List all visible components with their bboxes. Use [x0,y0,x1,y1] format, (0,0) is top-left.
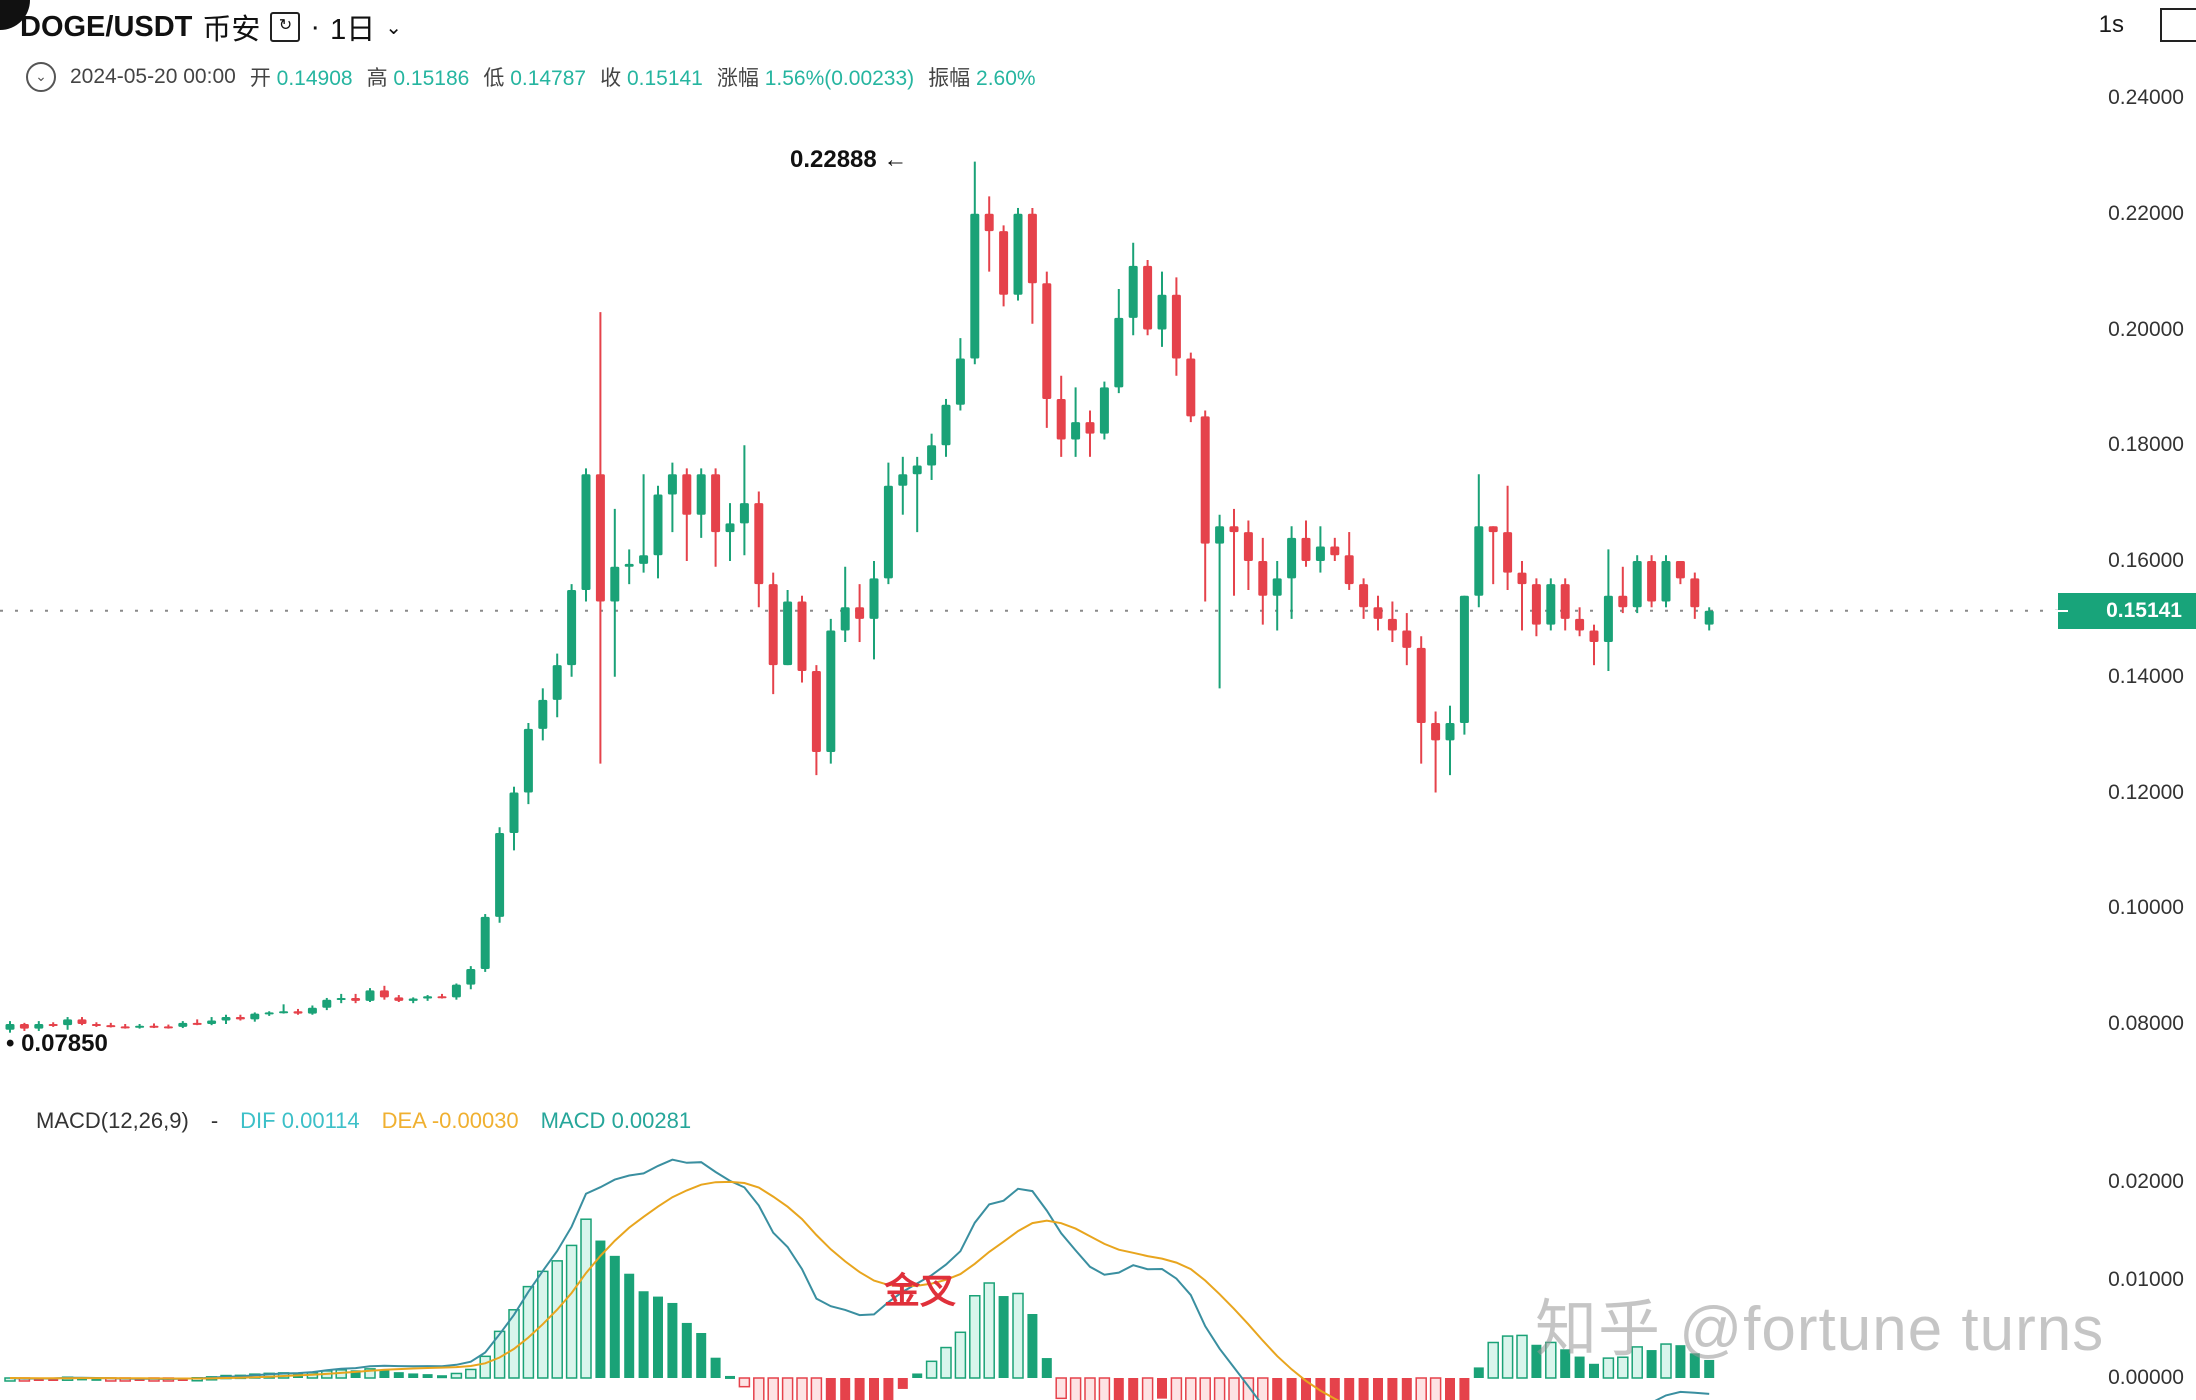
dea-label: DEA [381,1108,426,1133]
high-price-marker: 0.22888 ← [790,146,908,173]
price-axis-tick: 0.22000 [2108,201,2184,225]
change-value: 1.56%(0.00233) [764,67,915,90]
chart-header: DOGE/USDT 币安 ↻ · 1日 ⌄ [20,6,402,48]
open-value: 0.14908 [276,67,353,90]
price-axis-tick: 0.16000 [2108,549,2184,572]
fullscreen-icon[interactable] [2160,8,2196,42]
timeframe-button[interactable]: 1s [2098,11,2124,38]
price-axis-tick: 0.20000 [2108,317,2184,341]
macd-value: 0.00281 [611,1108,692,1133]
ohlc-info-bar: ⌄ 2024-05-20 00:00 开 0.14908 高 0.15186 低… [26,62,1036,92]
chart-type-icon[interactable]: ↻ [270,12,301,42]
collapse-icon[interactable]: ⌄ [26,62,56,92]
dif-value: 0.00114 [281,1108,360,1133]
watermark: 知乎 @fortune turns [1535,1295,2105,1364]
golden-cross-annotation: 金叉 [884,1270,957,1311]
low-price-marker: • 0.07850 [6,1030,108,1057]
open-label: 开 [249,67,271,90]
dea-value: -0.00030 [431,1108,519,1133]
exchange-label: 币安 [202,14,261,46]
high-value: 0.15186 [393,67,470,90]
price-axis-tick: 0.08000 [2108,1012,2184,1035]
close-label: 收 [600,67,622,90]
change-label: 涨幅 [716,67,759,90]
macd-settings-dash[interactable]: - [210,1108,219,1133]
macd-label: MACD [540,1108,606,1133]
macd-axis-tick: 0.01000 [2108,1268,2184,1291]
macd-axis-tick: 0.02000 [2108,1170,2184,1193]
low-value: 0.14787 [510,67,587,90]
top-right-tools: 1s [2099,8,2196,42]
amplitude-value: 2.60% [976,67,1036,90]
low-label: 低 [483,67,505,90]
separator-dot: · [310,10,321,43]
price-axis-tick: 0.24000 [2108,86,2184,109]
dif-label: DIF [240,1108,276,1133]
bar-datetime: 2024-05-20 00:00 [70,65,236,88]
macd-axis-tick: 0.00000 [2108,1366,2184,1389]
symbol-title[interactable]: DOGE/USDT [20,10,193,43]
chevron-down-icon[interactable]: ⌄ [385,16,402,39]
price-axis-tick: 0.18000 [2108,433,2184,457]
price-axis-tick: 0.10000 [2108,896,2184,920]
current-price-badge: 0.15141 [2054,592,2196,629]
amplitude-label: 振幅 [928,67,971,90]
high-label: 高 [366,67,388,90]
price-axis-tick: 0.12000 [2108,780,2184,804]
macd-legend: MACD(12,26,9) - DIF 0.00114 DEA -0.00030… [36,1108,691,1134]
price-axis-tick: 0.14000 [2108,664,2184,688]
macd-indicator-name[interactable]: MACD(12,26,9) [36,1108,189,1133]
interval-selector[interactable]: 1日 [330,14,376,46]
close-value: 0.15141 [626,67,703,90]
